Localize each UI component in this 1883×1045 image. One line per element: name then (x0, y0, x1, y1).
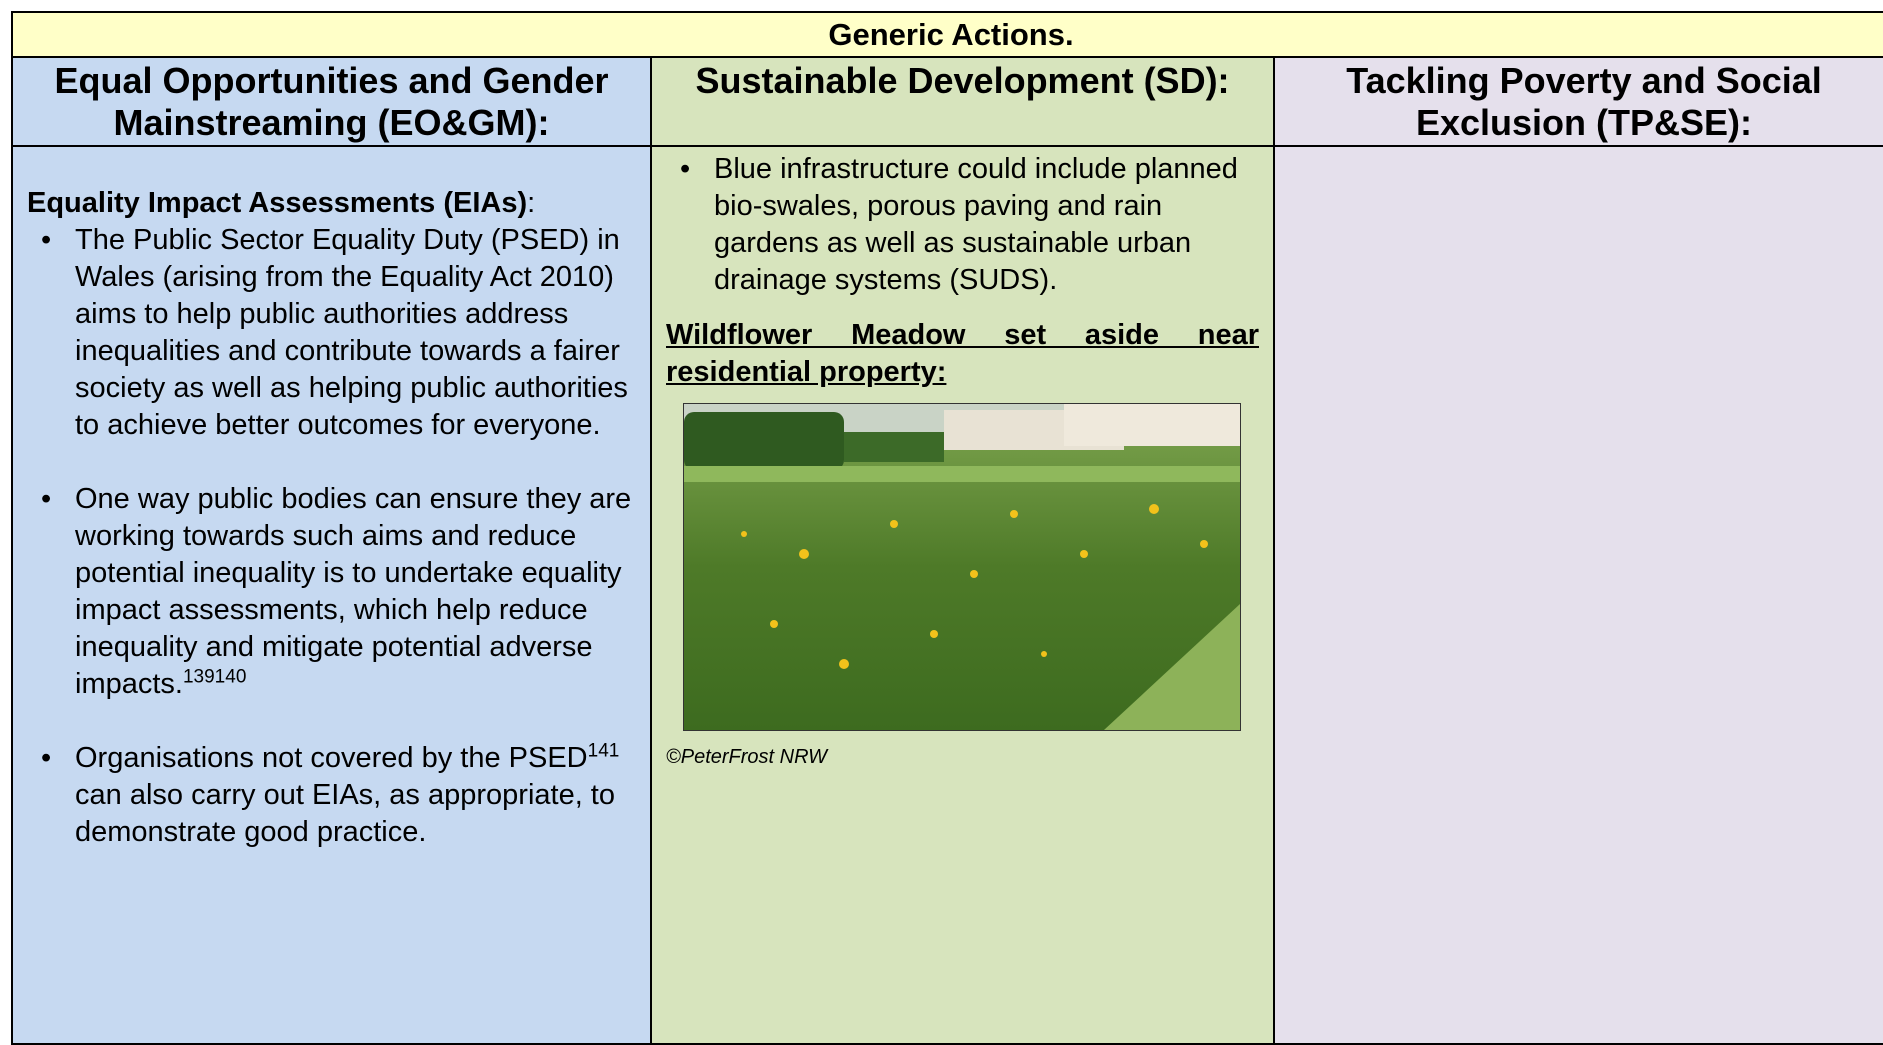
bullet: One way public bodies can ensure they ar… (27, 481, 636, 703)
subheading-suffix: : (527, 187, 536, 219)
column-body: Blue infrastructure could include planne… (650, 145, 1275, 1045)
bullet-list: Blue infrastructure could include planne… (666, 151, 1259, 299)
column-heading: Equal Opportunities and Gender Mainstrea… (11, 56, 652, 147)
bullet-text: One way public bodies can ensure they ar… (75, 483, 632, 700)
footnote: 139140 (182, 666, 247, 688)
column-body: Equality Impact Assessments (EIAs): The … (11, 145, 652, 1045)
image-caption: ©PeterFrost NRW (666, 746, 828, 768)
subheading: Equality Impact Assessments (EIAs) (27, 187, 528, 219)
bullet-text: can also carry out EIAs, as appropriate,… (75, 779, 615, 848)
bullet-text: Organisations not covered by the PSED (75, 742, 588, 774)
bullet-list: The Public Sector Equality Duty (PSED) i… (27, 222, 636, 851)
bullet: The Public Sector Equality Duty (PSED) i… (27, 222, 636, 444)
bullet: Blue infrastructure could include planne… (666, 151, 1259, 299)
bullet-text: Blue infrastructure could include planne… (714, 153, 1238, 296)
subheading: Wildflower Meadow set aside near residen… (666, 319, 1259, 388)
bullet-text: The Public Sector Equality Duty (PSED) i… (75, 224, 628, 441)
column-heading: Sustainable Development (SD): (650, 56, 1275, 147)
footnote: 141 (587, 740, 620, 762)
table-title: Generic Actions. (11, 11, 1883, 58)
column-heading: Tackling Poverty and Social Exclusion (T… (1273, 56, 1883, 147)
column-body (1273, 145, 1883, 1045)
subheading-line: Equality Impact Assessments (EIAs): (27, 185, 636, 222)
bullet: Organisations not covered by the PSED141… (27, 740, 636, 851)
meadow-photo (683, 403, 1241, 731)
